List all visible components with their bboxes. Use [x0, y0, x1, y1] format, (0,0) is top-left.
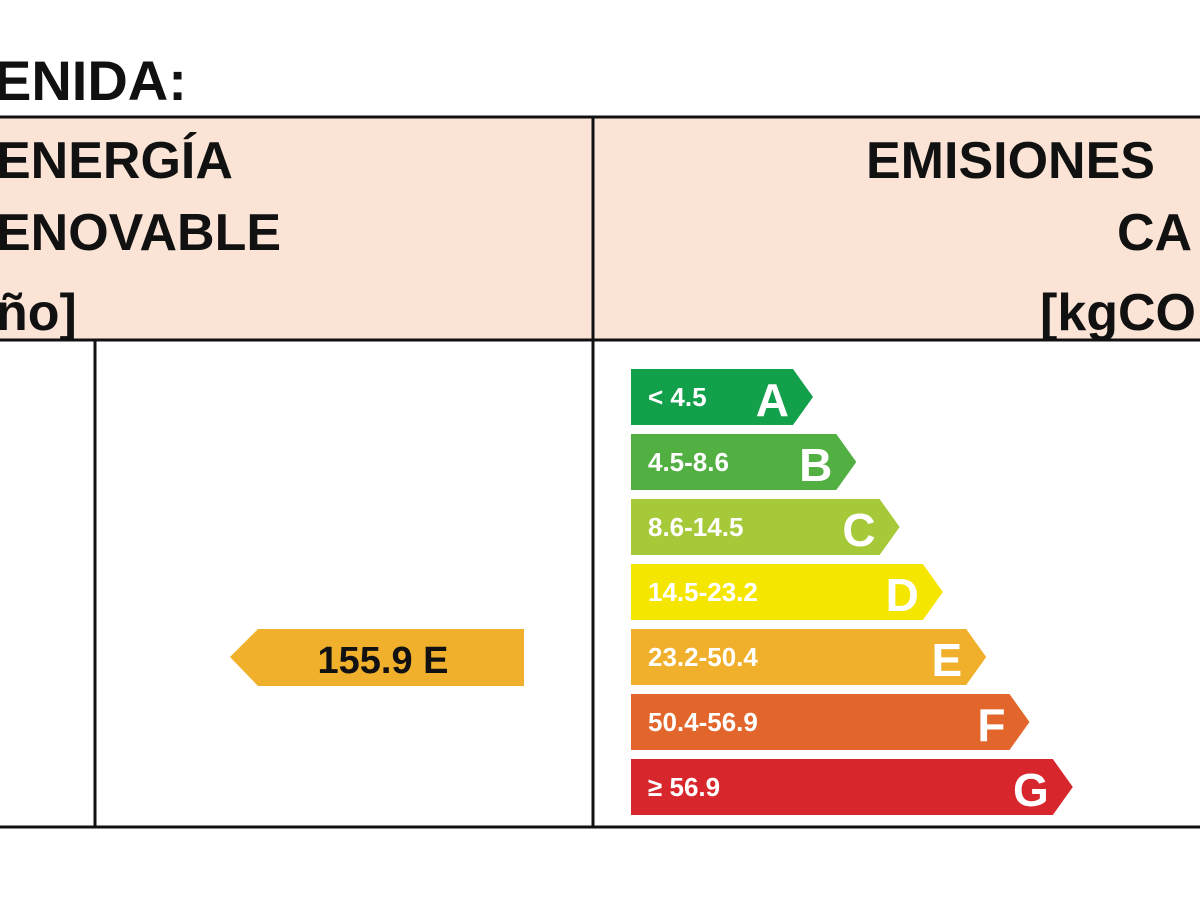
energy-band	[631, 564, 943, 620]
band-letter: E	[932, 634, 963, 686]
header-text: EMISIONES	[866, 132, 1155, 190]
header-text: ño]	[0, 284, 77, 342]
energy-band	[631, 629, 987, 685]
energy-band	[631, 434, 857, 490]
rating-label: 155.9 E	[318, 640, 449, 682]
header-text: ENOVABLE	[0, 204, 281, 262]
energy-band	[631, 369, 813, 425]
band-letter: G	[1013, 764, 1049, 816]
band-range: 8.6-14.5	[648, 512, 743, 542]
header-text: CA	[1117, 204, 1192, 262]
band-letter: A	[756, 374, 789, 426]
rating-arrow	[230, 629, 524, 686]
band-range: 4.5-8.6	[648, 447, 729, 477]
header-bg	[0, 117, 1200, 340]
band-letter: C	[842, 504, 875, 556]
band-letter: B	[799, 439, 832, 491]
band-letter: F	[977, 699, 1005, 751]
heading: ENIDA:	[0, 49, 187, 112]
energy-band	[631, 499, 900, 555]
band-letter: D	[886, 569, 919, 621]
band-range: 14.5-23.2	[648, 577, 758, 607]
header-text: ENERGÍA	[0, 132, 233, 190]
energy-band	[631, 694, 1030, 750]
header-text: [kgCO	[1040, 284, 1196, 342]
band-range: < 4.5	[648, 382, 707, 412]
energy-band	[631, 759, 1073, 815]
band-range: 50.4-56.9	[648, 707, 758, 737]
band-range: ≥ 56.9	[648, 772, 720, 802]
band-range: 23.2-50.4	[648, 642, 758, 672]
